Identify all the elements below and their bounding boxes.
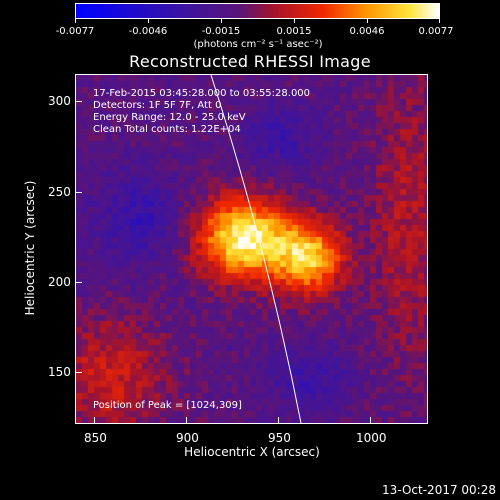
colorbar <box>75 3 440 19</box>
x-tick-label: 850 <box>84 431 107 445</box>
colorbar-tick <box>75 18 76 23</box>
limb-line <box>210 75 302 423</box>
colorbar-tick <box>367 18 368 23</box>
colorbar-label: 0.0015 <box>276 26 312 37</box>
colorbar-label: -0.0046 <box>128 26 168 37</box>
colorbar-tick <box>221 18 222 23</box>
y-tick-label: 200 <box>48 275 71 289</box>
y-tick-label: 300 <box>48 94 71 108</box>
xray-image <box>76 75 427 423</box>
image-plot: 17-Feb-2015 03:45:28.000 to 03:55:28.000… <box>75 74 428 424</box>
colorbar-tick <box>294 18 295 23</box>
colorbar-unit: (photons cm⁻² s⁻¹ asec⁻²) <box>193 39 323 50</box>
y-tick-label: 150 <box>48 365 71 379</box>
x-tick <box>186 417 187 423</box>
info-peak: Position of Peak = [1024,309] <box>93 400 242 411</box>
colorbar-label: 0.0046 <box>349 26 385 37</box>
x-tick <box>278 417 279 423</box>
colorbar-tick <box>148 18 149 23</box>
y-tick <box>76 372 82 373</box>
x-tick <box>94 417 95 423</box>
info-time: 17-Feb-2015 03:45:28.000 to 03:55:28.000 <box>93 88 311 99</box>
y-tick <box>76 192 82 193</box>
image-title: Reconstructed RHESSI Image <box>129 52 371 71</box>
y-tick <box>76 282 82 283</box>
colorbar-label: 0.0077 <box>418 26 454 37</box>
x-tick-label: 900 <box>176 431 199 445</box>
x-tick-label: 950 <box>268 431 291 445</box>
colorbar-tick <box>439 18 440 23</box>
y-tick-label: 250 <box>48 185 71 199</box>
info-energy: Energy Range: 12.0 - 25.0 keV <box>93 112 246 123</box>
colorbar-label: -0.0015 <box>201 26 241 37</box>
x-tick-label: 1000 <box>356 431 387 445</box>
y-axis-label: Heliocentric Y (arcsec) <box>23 180 37 316</box>
y-tick <box>76 101 82 102</box>
info-clean: Clean Total counts: 1.22E+04 <box>93 124 241 135</box>
x-tick <box>370 417 371 423</box>
info-detectors: Detectors: 1F 5F 7F, Att 0 <box>93 100 222 111</box>
render-timestamp: 13-Oct-2017 00:28 <box>382 483 496 497</box>
x-axis-label: Heliocentric X (arcsec) <box>184 445 320 459</box>
colorbar-label: -0.0077 <box>55 26 95 37</box>
